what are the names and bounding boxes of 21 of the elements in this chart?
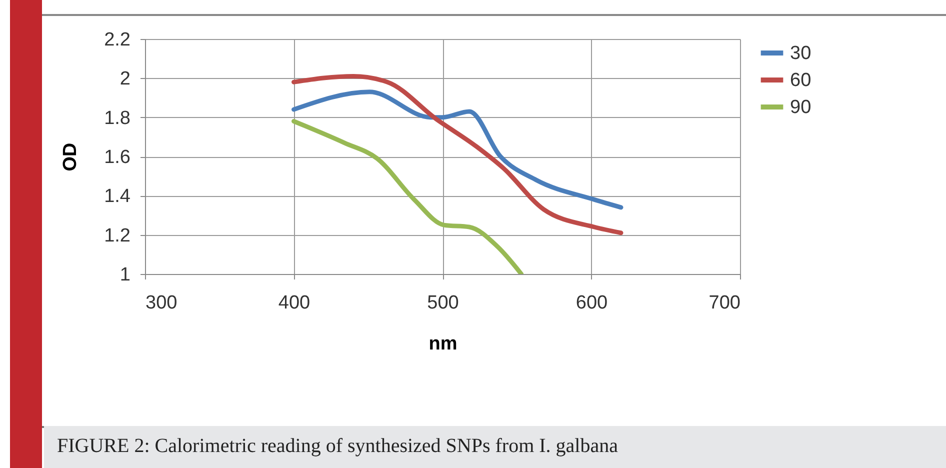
- line-series: [292, 90, 624, 210]
- x-tick-label: 600: [576, 292, 608, 314]
- y-tick-label: 2.2: [104, 30, 130, 50]
- y-tick-label: 1.2: [104, 225, 130, 246]
- y-tick-label: 1.4: [104, 186, 131, 208]
- x-tick-label: 500: [427, 292, 459, 314]
- y-tick-label: 1.8: [104, 108, 130, 129]
- line-series: [292, 74, 624, 236]
- x-tick-label: 700: [708, 292, 740, 314]
- x-tick-label: 300: [146, 292, 178, 314]
- y-axis-title: OD: [60, 142, 82, 172]
- x-tick-label: 400: [278, 292, 310, 314]
- y-tick-label: 2: [120, 68, 130, 90]
- y-tick-label: 1: [120, 264, 130, 286]
- x-axis-title: nm: [428, 334, 458, 354]
- legend-label: 30: [790, 43, 812, 64]
- legend-label: 90: [790, 97, 812, 118]
- legend-label: 60: [790, 70, 812, 91]
- line-series: [292, 119, 524, 274]
- y-tick-label: 1.6: [104, 147, 130, 168]
- caption: FIGURE 2: Calorimetric reading of synthesized SNPs from I. galbana: [44, 426, 946, 468]
